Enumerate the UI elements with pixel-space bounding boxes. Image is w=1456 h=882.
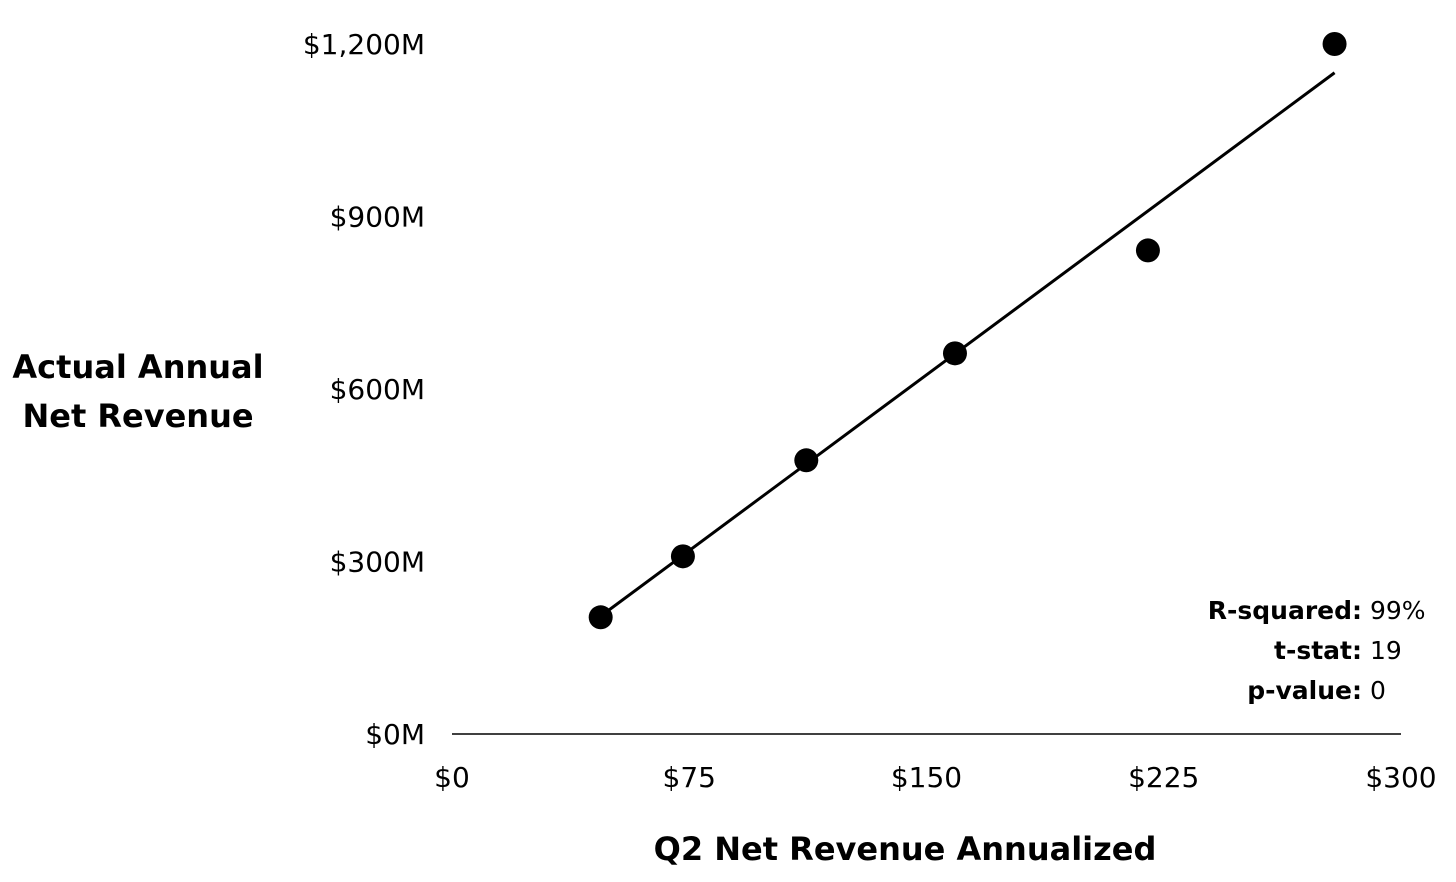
data-point (670, 544, 695, 569)
stat-value: 0 (1370, 676, 1386, 705)
y-axis-title-line-2: Net Revenue (22, 397, 253, 435)
y-tick-label: $900M (330, 201, 425, 234)
stat-value: 99% (1370, 596, 1426, 625)
stat-label: t-stat: (1274, 636, 1362, 665)
y-tick-label: $300M (330, 546, 425, 579)
stat-label: R-squared: (1208, 596, 1362, 625)
x-tick-label: $225 (1128, 761, 1199, 794)
data-point (1135, 238, 1160, 263)
data-point (794, 448, 819, 473)
data-point (1322, 32, 1347, 56)
stat-value: 19 (1370, 636, 1402, 665)
y-tick-label: $600M (330, 373, 425, 406)
y-tick-label: $1,200M (303, 28, 425, 61)
y-axis-title-line-1: Actual Annual (12, 348, 263, 386)
trendline-group (599, 71, 1336, 618)
regression-stats: R-squared: 99% t-stat: 19 p-value: 0 (1208, 596, 1426, 705)
x-tick-label: $75 (663, 761, 716, 794)
stat-label: p-value: (1247, 676, 1362, 705)
data-points (588, 32, 1347, 630)
x-tick-label: $300 (1365, 761, 1436, 794)
x-axis-ticks: $0 $75 $150 $225 $300 (434, 761, 1436, 794)
y-axis-ticks: $0M $300M $600M $900M $1,200M (303, 28, 425, 751)
data-point (588, 605, 613, 630)
x-tick-label: $0 (434, 761, 470, 794)
y-axis-title: Actual Annual Net Revenue (12, 348, 263, 435)
trendline (599, 71, 1336, 618)
data-point (942, 341, 967, 366)
x-tick-label: $150 (891, 761, 962, 794)
y-tick-label: $0M (365, 718, 425, 751)
x-axis-title: Q2 Net Revenue Annualized (654, 830, 1157, 868)
